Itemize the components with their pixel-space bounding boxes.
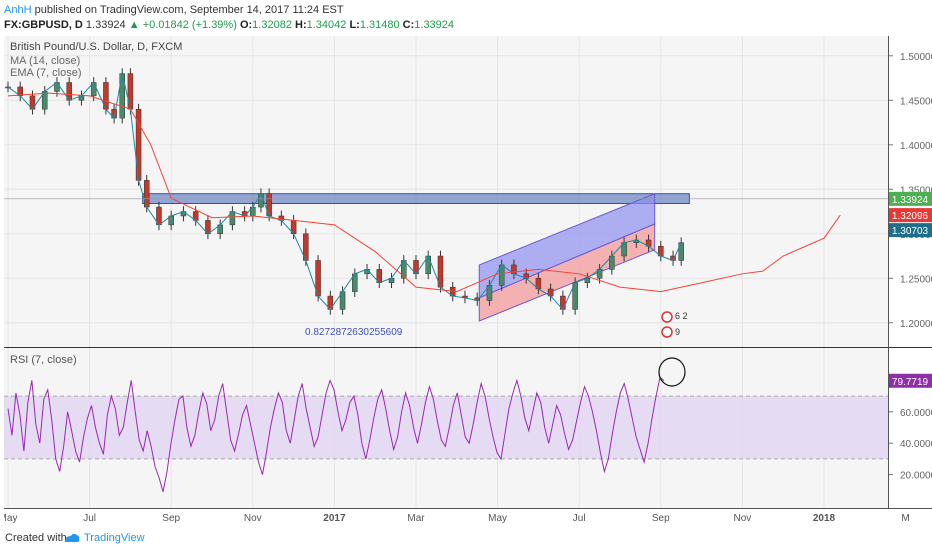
- time-tick-label: Nov: [244, 513, 262, 524]
- footer: Created with TradingView: [0, 526, 932, 550]
- candle-body: [127, 73, 134, 110]
- price-tag-3-bg: [889, 223, 932, 238]
- open-value: 1.32082: [252, 19, 292, 31]
- time-tick-label: Sep: [652, 513, 670, 524]
- tradingview-brand-link[interactable]: TradingView: [84, 532, 145, 544]
- time-tick-label: Sep: [162, 513, 180, 524]
- event-label-1: 6 2: [675, 311, 688, 321]
- price-change: +0.01842 (+1.39%): [142, 19, 237, 31]
- quote-line: FX:GBPUSD, D 1.33924 ▲ +0.01842 (+1.39%)…: [4, 19, 454, 31]
- price-tick-label: 1.40000: [900, 141, 932, 152]
- time-tick-label: Mar: [407, 513, 425, 524]
- high-label: H:: [295, 19, 307, 31]
- tradingview-logo-icon: [65, 533, 80, 542]
- rsi-circle-drawing[interactable]: [658, 357, 686, 387]
- legend-rsi[interactable]: RSI (7, close): [10, 354, 77, 366]
- close-value: 1.33924: [414, 19, 455, 31]
- price-tick-label: 1.25000: [900, 274, 932, 285]
- chart-area[interactable]: 1.500001.450001.400001.350001.300001.250…: [0, 36, 932, 526]
- price-tick-label: 1.50000: [900, 52, 932, 63]
- open-label: O:: [239, 19, 253, 31]
- price-tag-3: 1.30703: [892, 226, 929, 237]
- chart-header: AnhH published on TradingView.com, Septe…: [0, 0, 932, 36]
- rsi-tick-label: 60.0000: [900, 408, 932, 419]
- price-tick-label: 1.45000: [900, 96, 932, 107]
- event-label-2: 9: [675, 327, 680, 337]
- price-pane[interactable]: [4, 36, 888, 347]
- ma-line: [7, 92, 841, 293]
- created-with-label: Created with: [5, 532, 67, 544]
- rsi-tick-label: 40.0000: [900, 439, 932, 450]
- rsi-band: [4, 396, 888, 459]
- low-annotation: 0.8272872630255609: [305, 327, 403, 338]
- publish-line: AnhH published on TradingView.com, Septe…: [4, 4, 344, 16]
- flag-icon-2[interactable]: [661, 326, 673, 338]
- low-value: 1.31480: [359, 19, 400, 31]
- published-text: published on TradingView.com, September …: [31, 4, 344, 16]
- time-tick-label: Jul: [83, 513, 96, 524]
- last-price: 1.33924: [85, 19, 126, 31]
- price-tag-2-bg: [889, 208, 932, 223]
- high-value: 1.34042: [306, 19, 347, 31]
- legend-ema[interactable]: EMA (7, close): [10, 67, 82, 79]
- time-tick-label: 2018: [813, 513, 836, 524]
- candle-body: [143, 180, 150, 208]
- change-up-icon: ▲: [128, 19, 140, 31]
- legend-ma[interactable]: MA (14, close): [10, 55, 80, 67]
- symbol-label: FX:GBPUSD, D: [4, 19, 83, 31]
- time-tick-label: May: [488, 513, 507, 524]
- price-tag-2: 1.32096: [892, 211, 929, 222]
- price-tick-label: 1.20000: [900, 319, 932, 330]
- price-tag-1-bg: [889, 191, 932, 206]
- rsi-value-tag-bg: [889, 373, 932, 388]
- price-chart[interactable]: 1.500001.450001.400001.350001.300001.250…: [0, 36, 932, 526]
- close-label: C:: [402, 19, 415, 31]
- time-tick-label: May: [4, 513, 17, 524]
- rsi-value-tag: 79.7719: [892, 377, 929, 388]
- rsi-tick-label: 20.0000: [900, 471, 932, 482]
- author-link[interactable]: AnhH: [4, 4, 32, 16]
- time-tick-label: M: [901, 513, 909, 524]
- ema-line: [7, 73, 682, 311]
- price-tick-label: 1.35000: [900, 185, 932, 196]
- rsi-line: [7, 376, 665, 493]
- economic-events[interactable]: 6 2 9: [661, 311, 688, 338]
- legend-title: British Pound/U.S. Dollar, D, FXCM: [10, 41, 182, 53]
- low-label: L:: [349, 19, 360, 31]
- flag-icon[interactable]: [661, 311, 673, 323]
- time-tick-label: Jul: [573, 513, 586, 524]
- time-tick-label: 2017: [323, 513, 346, 524]
- price-tag-1: 1.33924: [892, 195, 929, 206]
- time-tick-label: Nov: [734, 513, 752, 524]
